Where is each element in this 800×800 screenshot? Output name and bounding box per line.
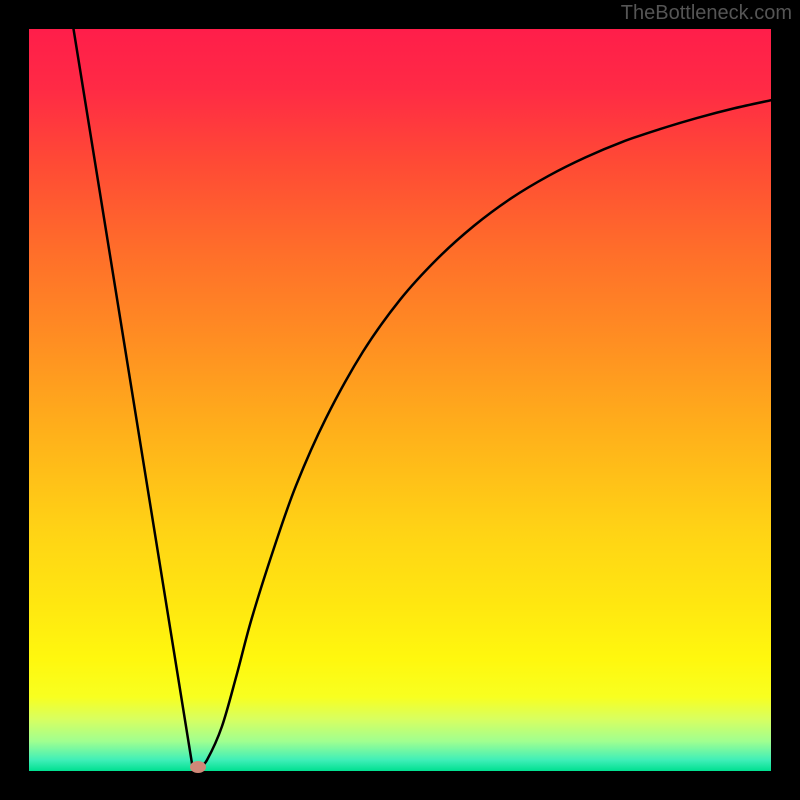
watermark-text: TheBottleneck.com (621, 2, 792, 25)
plot-area (29, 29, 771, 771)
curve-svg (29, 29, 771, 771)
valley-marker (190, 761, 206, 773)
bottleneck-curve (74, 29, 771, 767)
chart-container: TheBottleneck.com (0, 0, 800, 800)
